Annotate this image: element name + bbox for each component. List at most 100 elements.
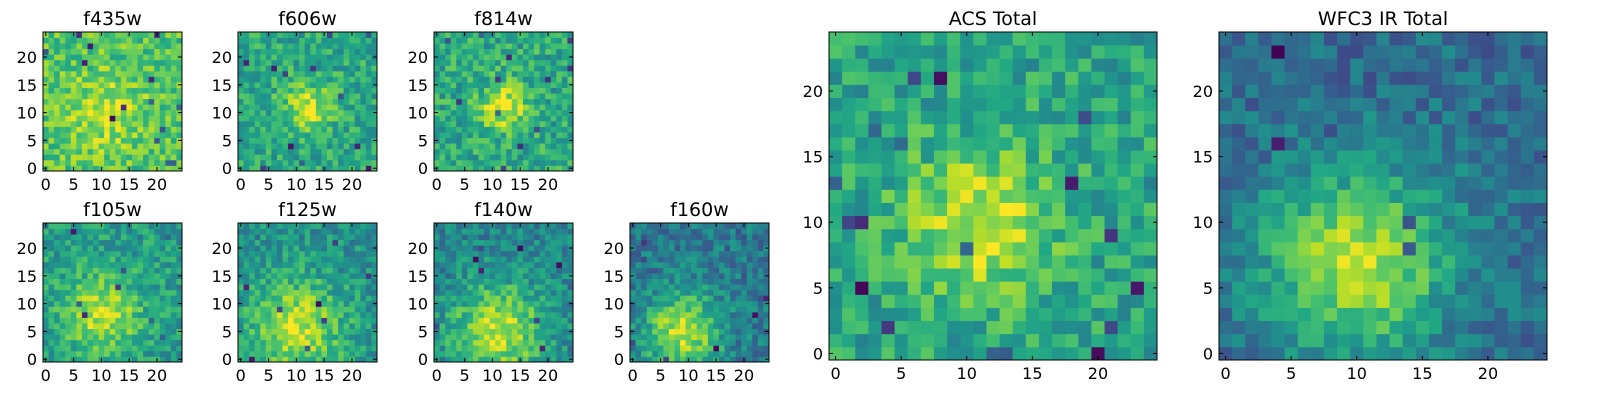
heatmap-cell [657, 306, 664, 313]
heatmap-cell [735, 350, 742, 357]
heatmap-cell [528, 311, 535, 318]
heatmap-cell [332, 76, 339, 83]
heatmap-cell [332, 278, 339, 285]
heatmap-cell [517, 104, 524, 111]
heatmap-cell [545, 317, 552, 324]
heatmap-cell [685, 278, 692, 285]
heatmap-cell [310, 345, 317, 352]
heatmap-cell [522, 59, 529, 66]
heatmap-cell [165, 317, 172, 324]
heatmap-cell [170, 328, 177, 335]
heatmap-cell [321, 323, 328, 330]
heatmap-cell [652, 284, 659, 291]
heatmap-cell [973, 228, 987, 243]
heatmap-cell [467, 48, 474, 55]
heatmap-cell [93, 328, 99, 335]
heatmap-cell [517, 43, 524, 50]
heatmap-cell [126, 115, 133, 122]
heatmap-cell [343, 317, 350, 324]
heatmap-cell [539, 328, 546, 335]
heatmap-cell [1078, 176, 1092, 190]
heatmap-cell [445, 284, 452, 291]
x-tick-label: 0 [41, 175, 51, 194]
heatmap-cell [87, 300, 94, 307]
heatmap-cell [265, 311, 272, 318]
heatmap-cell [43, 261, 49, 268]
heatmap-cell [561, 76, 568, 83]
heatmap-cell [254, 37, 261, 44]
heatmap-cell [165, 93, 172, 100]
heatmap-cell [115, 54, 122, 61]
heatmap-cell [48, 93, 55, 100]
heatmap-cell [98, 245, 105, 252]
heatmap-cell [517, 328, 524, 335]
heatmap-cell [76, 132, 83, 139]
heatmap-cell [445, 115, 452, 122]
heatmap-cell [349, 306, 356, 313]
heatmap-cell [467, 311, 474, 318]
heatmap-cell [550, 154, 557, 161]
heatmap-cell [265, 132, 272, 139]
heatmap-cell [506, 228, 513, 235]
heatmap-cell [360, 261, 367, 268]
heatmap-cell [159, 261, 166, 268]
heatmap-cell [159, 239, 166, 246]
heatmap-cell [93, 289, 99, 296]
heatmap-cell [54, 109, 61, 116]
heatmap-cell [137, 267, 144, 274]
heatmap-cell [43, 256, 49, 263]
heatmap-cell [696, 250, 703, 257]
heatmap-cell [713, 295, 720, 302]
heatmap-cell [1104, 202, 1119, 217]
heatmap-cell [81, 245, 88, 252]
heatmap-cell [299, 273, 306, 279]
heatmap-cell [131, 228, 138, 235]
heatmap-cell [104, 165, 111, 172]
heatmap-cell [65, 165, 72, 172]
heatmap-cell [652, 273, 659, 279]
heatmap-cell [668, 250, 675, 257]
heatmap-cell [87, 165, 94, 172]
heatmap-cell [154, 323, 161, 330]
heatmap-cell [696, 328, 703, 335]
heatmap-cell [752, 323, 759, 330]
y-tick-label: 10 [408, 295, 428, 314]
heatmap-cell [456, 115, 463, 122]
heatmap-cell [685, 228, 692, 235]
heatmap-cell [109, 234, 116, 241]
heatmap-cell [506, 356, 513, 363]
heatmap-cell [522, 245, 529, 252]
heatmap-cell [288, 76, 294, 83]
heatmap-cell [539, 300, 546, 307]
heatmap-cell [517, 82, 524, 88]
heatmap-cell [1104, 307, 1119, 322]
heatmap-cell [54, 82, 61, 88]
heatmap-cell [724, 317, 731, 324]
heatmap-cell [652, 356, 659, 363]
heatmap-cell [343, 261, 350, 268]
heatmap-cell [763, 267, 770, 274]
heatmap-cell [1143, 215, 1158, 230]
heatmap-cell [757, 306, 764, 313]
heatmap-cell [947, 150, 961, 164]
heatmap-cell [338, 70, 345, 77]
heatmap-cell [539, 120, 546, 127]
heatmap-cell [315, 120, 322, 127]
heatmap-cell [439, 37, 446, 44]
heatmap-cell [59, 82, 66, 88]
heatmap-cell [456, 87, 463, 94]
heatmap-cell [371, 289, 378, 296]
heatmap-cell [495, 256, 502, 263]
heatmap-cell [472, 143, 479, 150]
heatmap-cell [159, 87, 166, 94]
heatmap-cell [947, 307, 961, 322]
heatmap-cell [511, 345, 518, 352]
heatmap-cell [98, 339, 105, 346]
heatmap-cell [842, 346, 856, 361]
heatmap-cell [282, 228, 289, 235]
heatmap-cell [511, 267, 518, 274]
heatmap-cell [445, 261, 452, 268]
heatmap-cell [360, 59, 367, 66]
heatmap-cell [450, 65, 457, 72]
heatmap-cell [282, 76, 289, 83]
